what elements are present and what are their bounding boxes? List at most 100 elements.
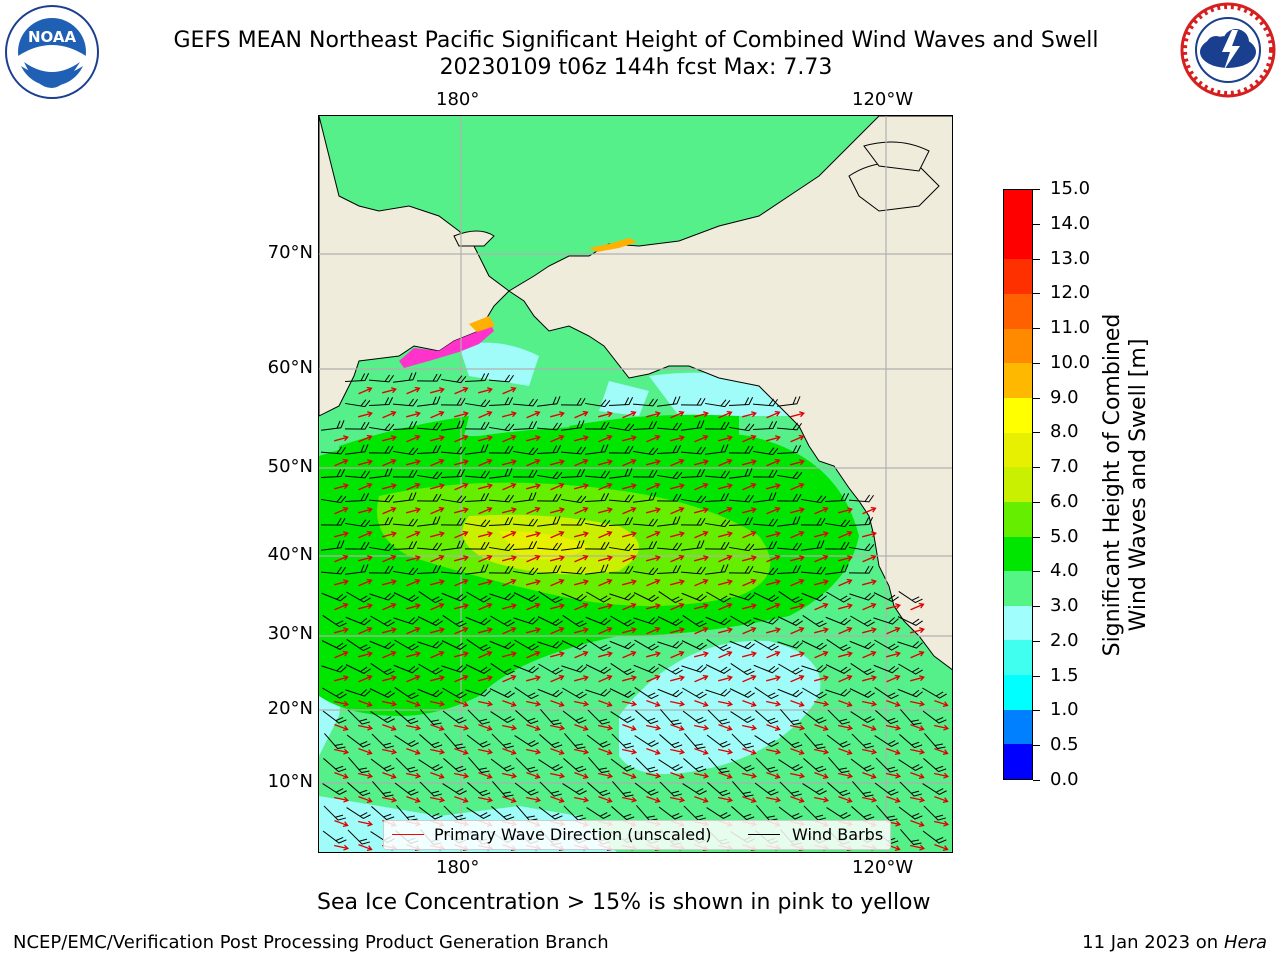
wind-barb — [416, 422, 442, 431]
wave-direction-arrow — [622, 771, 637, 780]
wind-barb — [608, 517, 634, 527]
wave-direction-arrow — [790, 530, 805, 539]
colorbar-tick-label: 12.0 — [1050, 282, 1091, 304]
wind-barb — [323, 758, 347, 773]
wave-direction-arrow — [334, 483, 349, 490]
wave-direction-arrow — [478, 458, 493, 467]
wave-direction-arrow — [598, 434, 613, 443]
wind-barb — [465, 444, 489, 455]
wind-barb — [706, 638, 731, 652]
wave-height-map: Primary Wave Direction (unscaled) Wind B… — [318, 115, 953, 853]
wind-barb — [418, 806, 443, 820]
wave-direction-arrow — [886, 603, 901, 610]
wave-direction-arrow — [550, 482, 565, 491]
wind-barb-field — [320, 372, 947, 846]
wave-direction-arrow — [574, 723, 589, 732]
wind-barb — [536, 542, 562, 551]
wave-direction-arrow — [358, 772, 374, 779]
wind-barb — [488, 565, 514, 574]
wave-direction-arrow — [670, 410, 685, 419]
wave-direction-arrow — [718, 700, 734, 707]
wave-direction-arrow — [334, 771, 349, 780]
colorbar-tick-label: 9.0 — [1050, 386, 1079, 408]
wave-direction-arrow — [454, 795, 469, 804]
wind-barb — [657, 641, 683, 649]
wind-barb — [776, 493, 802, 502]
wind-barb — [585, 664, 611, 674]
wave-direction-arrow — [598, 482, 613, 491]
wave-direction-arrow — [382, 554, 397, 563]
colorbar-segment — [1004, 640, 1032, 676]
wave-direction-arrow — [838, 626, 853, 635]
wind-barb — [537, 471, 563, 480]
wave-direction-arrow — [358, 459, 373, 466]
wind-barb — [514, 686, 539, 700]
wave-direction-arrow — [502, 555, 517, 562]
wind-barb — [417, 471, 443, 480]
wind-barb — [324, 733, 346, 750]
wave-direction-arrow — [334, 435, 349, 442]
wave-direction-arrow — [382, 387, 397, 394]
wind-barb — [681, 540, 705, 551]
wave-direction-arrow — [646, 411, 661, 418]
wind-barb — [488, 374, 514, 383]
wind-barb — [442, 614, 467, 628]
wind-barb — [850, 711, 875, 724]
wave-direction-arrow — [694, 578, 709, 587]
wave-direction-arrow — [502, 699, 517, 708]
wave-direction-arrow — [790, 555, 805, 562]
wave-direction-arrow — [742, 699, 757, 708]
wave-direction-arrow — [430, 723, 445, 732]
wind-barb — [922, 710, 947, 724]
wave-direction-arrow — [670, 506, 685, 515]
wind-barb — [489, 468, 513, 479]
wave-direction-arrow — [766, 771, 781, 780]
colorbar-tick-mark — [1033, 397, 1040, 399]
wind-barb — [657, 616, 683, 626]
wave-direction-arrow — [886, 674, 901, 683]
wave-direction-arrow — [910, 844, 926, 851]
wave-direction-arrow — [358, 699, 373, 708]
wind-barb — [800, 566, 826, 575]
wind-barb — [585, 616, 611, 626]
wave-direction-arrow — [526, 483, 541, 490]
colorbar-title-line1: Significant Height of Combined — [1100, 313, 1125, 657]
wave-direction-arrow — [334, 796, 350, 803]
wave-direction-arrow — [334, 627, 349, 634]
wind-barb — [923, 758, 947, 773]
legend-swatch-wave-direction — [392, 834, 424, 835]
wave-direction-arrow — [574, 771, 589, 780]
wind-barb — [803, 758, 827, 773]
wind-barb — [585, 564, 609, 575]
wave-direction-arrow — [694, 626, 709, 635]
wave-direction-arrow — [574, 506, 589, 515]
wind-barb — [729, 543, 755, 552]
wave-direction-arrow — [742, 747, 757, 756]
wave-direction-arrow — [598, 699, 613, 708]
wind-barb — [680, 566, 706, 575]
legend-label-wind-barbs: Wind Barbs — [792, 825, 884, 844]
wind-barb — [345, 689, 371, 697]
wind-barb — [852, 781, 874, 798]
wind-barb — [491, 806, 515, 821]
wave-direction-arrow — [526, 771, 541, 780]
wave-direction-arrow — [406, 626, 421, 635]
nws-logo — [1180, 2, 1276, 98]
wind-barb — [610, 711, 635, 724]
wave-direction-arrow — [694, 459, 709, 466]
wind-barb — [393, 492, 417, 503]
colorbar-segment — [1004, 397, 1032, 433]
wind-barb — [731, 806, 755, 821]
wind-barb — [681, 665, 707, 673]
wind-barb — [897, 641, 923, 649]
wave-direction-arrow — [454, 651, 469, 658]
wave-direction-arrow — [862, 771, 877, 780]
wind-barb — [802, 783, 827, 796]
wind-barb — [680, 446, 706, 455]
wind-barb — [827, 782, 851, 797]
wave-direction-arrow — [406, 651, 421, 658]
wave-direction-arrow — [622, 675, 637, 682]
wave-direction-arrow — [862, 602, 877, 611]
wind-barb — [465, 664, 491, 674]
wave-direction-arrow — [502, 459, 517, 466]
